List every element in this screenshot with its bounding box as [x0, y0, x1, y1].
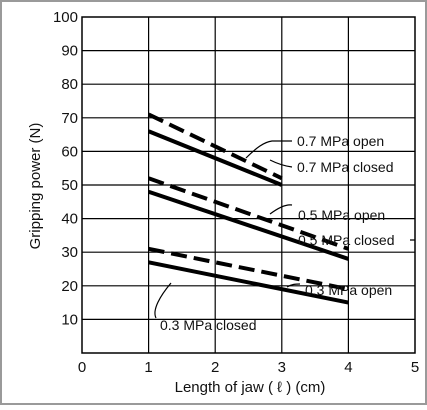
x-tick-label: 2 — [211, 359, 219, 376]
series-callout-line — [269, 204, 293, 215]
x-tick-label: 1 — [144, 359, 152, 376]
series-labels: 0.7 MPa open 0.7 MPa closed 0.5 MPa open 0.… — [154, 133, 415, 333]
x-tick-label: 0 — [78, 359, 86, 376]
series-label: 0.3 MPa closed — [160, 317, 257, 333]
y-tick-label: 50 — [61, 177, 78, 194]
series-callout-line — [284, 236, 415, 241]
series-line — [147, 176, 350, 251]
series-label: 0.5 MPa open — [298, 207, 385, 223]
grid — [81, 16, 416, 354]
series-line — [147, 129, 283, 187]
series-line — [148, 260, 349, 305]
y-tick-label: 90 — [61, 43, 78, 60]
series-line — [147, 189, 350, 261]
x-axis-label: Length of jaw ( ℓ ) (cm) — [175, 379, 326, 396]
series-label: 0.7 MPa closed — [297, 159, 394, 175]
series-callout-line — [245, 140, 292, 159]
series-label: 0.7 MPa open — [297, 133, 384, 149]
y-tick-label: 20 — [61, 278, 78, 295]
y-tick-label: 80 — [61, 76, 78, 93]
series-callout-line — [154, 282, 172, 319]
y-tick-label: 100 — [53, 9, 78, 26]
series-line — [148, 246, 349, 292]
series-lines — [147, 112, 350, 305]
series-label: 0.3 MPa open — [305, 282, 392, 298]
tick-labels: 0 1 2 3 4 5 10 20 30 40 50 60 70 80 90 100 — [53, 9, 419, 376]
series-callout-line — [286, 283, 301, 288]
y-tick-label: 70 — [61, 110, 78, 127]
series-line — [147, 112, 283, 181]
series-label: 0.5 MPa closed — [298, 232, 395, 248]
x-tick-label: 5 — [411, 359, 419, 376]
y-tick-label: 30 — [61, 244, 78, 261]
x-tick-label: 3 — [278, 359, 286, 376]
series-callout-line — [269, 159, 293, 168]
x-tick-label: 4 — [344, 359, 352, 376]
y-tick-label: 10 — [61, 311, 78, 328]
y-tick-label: 60 — [61, 143, 78, 160]
y-axis-label: Gripping power (N) — [27, 123, 44, 250]
y-tick-label: 40 — [61, 211, 78, 228]
